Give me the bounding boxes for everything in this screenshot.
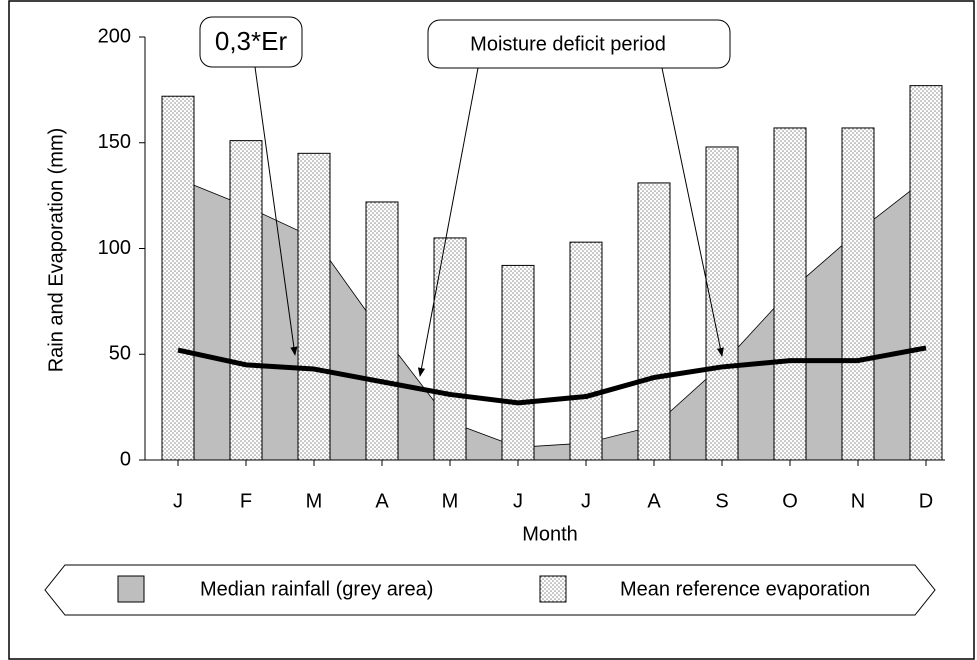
y-tick-label: 50 — [109, 343, 131, 365]
bar — [637, 182, 671, 461]
bar — [909, 85, 943, 461]
annotation: Moisture deficit period — [470, 33, 666, 55]
plot-area: 0 50 100 150 200 J F M A M J J A S O N D — [98, 25, 945, 512]
y-tick-label: 200 — [98, 25, 131, 47]
x-tick-label: J — [513, 490, 523, 512]
annotation-box — [199, 16, 303, 68]
legend-swatch — [117, 575, 145, 603]
x-tick-label: O — [782, 490, 798, 512]
x-tick-label: M — [306, 490, 323, 512]
annotation-arrow — [661, 67, 724, 357]
x-tick-label: A — [375, 490, 389, 512]
x-tick-label: F — [240, 490, 252, 512]
x-axis-label: Month — [522, 523, 578, 545]
annotation-arrow — [417, 67, 479, 377]
bar — [433, 237, 467, 461]
annotation-box — [427, 19, 731, 69]
bar — [297, 152, 331, 461]
x-tick-label: S — [715, 490, 728, 512]
x-tick-label: A — [647, 490, 661, 512]
y-tick-label: 100 — [98, 237, 131, 259]
bar — [501, 264, 535, 461]
legend-swatch — [539, 575, 567, 603]
frame — [8, 0, 975, 660]
bar — [569, 241, 603, 461]
y-tick-label: 150 — [98, 131, 131, 153]
bar — [229, 140, 263, 461]
legend-label: Median rainfall (grey area) — [200, 578, 433, 600]
bar — [365, 201, 399, 461]
y-axis-label: Rain and Evaporation (mm) — [45, 128, 67, 373]
legend-box — [44, 564, 936, 616]
bar — [773, 127, 807, 461]
annotation-arrow — [254, 66, 298, 356]
line — [177, 345, 927, 406]
x-tick-label: J — [581, 490, 591, 512]
annotation: 0,3*Er — [215, 26, 288, 56]
x-tick-label: N — [851, 490, 865, 512]
x-tick-label: D — [919, 490, 933, 512]
legend-label: Mean reference evaporation — [620, 578, 870, 600]
y-tick-label: 0 — [120, 448, 131, 470]
bar — [161, 95, 195, 461]
x-tick-label: M — [442, 490, 459, 512]
bar — [841, 127, 875, 461]
x-tick-label: J — [173, 490, 183, 512]
